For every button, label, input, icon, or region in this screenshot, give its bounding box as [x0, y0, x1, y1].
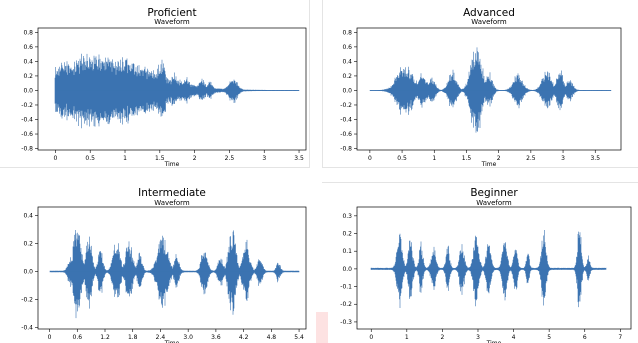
y-tick-label: -0.6 [21, 131, 33, 138]
panel-title: Proficient [147, 7, 196, 19]
chart-title: Waveform [154, 18, 190, 26]
panel-title: Intermediate [138, 187, 206, 199]
x-tick-label: 0 [53, 155, 57, 162]
x-tick-label: 1.2 [100, 334, 110, 341]
y-tick-label: -0.1 [340, 284, 352, 291]
x-tick-label: 0.5 [397, 155, 407, 162]
x-tick-label: 3 [476, 334, 480, 341]
y-tick-label: -0.2 [340, 102, 352, 109]
y-tick-label: 0.0 [342, 266, 352, 273]
plot-frame [37, 206, 307, 330]
x-tick-label: 1.8 [128, 334, 138, 341]
x-tick-label: 3.5 [294, 155, 304, 162]
plot-frame [356, 206, 632, 330]
x-tick-label: 3.0 [183, 334, 193, 341]
x-tick-label: 0.6 [73, 334, 83, 341]
y-tick-label: 0.2 [23, 240, 33, 247]
y-tick-label: 0.0 [23, 269, 33, 276]
x-tick-label: 4.8 [267, 334, 277, 341]
x-tick-label: 1 [123, 155, 127, 162]
y-tick-label: -0.8 [340, 146, 352, 153]
y-tick-label: -0.2 [21, 297, 33, 304]
x-tick-label: 3 [262, 155, 266, 162]
y-tick-label: 0.4 [342, 58, 352, 65]
panel-divider-vertical-top [309, 0, 310, 168]
x-tick-label: 3 [561, 155, 565, 162]
x-tick-label: 3.6 [211, 334, 221, 341]
panel-divider-horizontal-bottom-right [322, 182, 638, 183]
x-tick-label: 1 [405, 334, 409, 341]
x-tick-label: 3.5 [590, 155, 600, 162]
plot-frame [356, 27, 622, 151]
x-tick-label: 2.4 [156, 334, 166, 341]
y-tick-label: 0.2 [342, 73, 352, 80]
y-tick-label: -0.6 [340, 131, 352, 138]
y-tick-label: 0.3 [342, 213, 352, 220]
x-tick-label: 2 [193, 155, 197, 162]
y-tick-label: 0.0 [23, 87, 33, 94]
panel-divider-vertical-top-right [322, 0, 323, 168]
x-axis-label: Time [164, 340, 180, 343]
panel-title: Advanced [463, 7, 515, 19]
x-tick-label: 6 [583, 334, 587, 341]
y-tick-label: -0.8 [21, 146, 33, 153]
waveform-series [369, 47, 612, 133]
x-axis-label: Time [486, 340, 502, 343]
y-tick-label: 0.2 [23, 73, 33, 80]
panel-divider-horizontal-top-right [322, 167, 638, 168]
chart-title: Waveform [476, 199, 512, 207]
y-tick-label: 0.6 [23, 44, 33, 51]
waveform-series [49, 230, 300, 319]
y-tick-label: 0.4 [23, 58, 33, 65]
x-tick-label: 0 [48, 334, 52, 341]
plot-frame [37, 27, 307, 151]
y-tick-label: 0.8 [342, 29, 352, 36]
panel-divider-horizontal-top-left [0, 167, 310, 168]
x-tick-label: 1.5 [155, 155, 165, 162]
chart-title: Waveform [154, 199, 190, 207]
panel-title: Beginner [470, 187, 518, 199]
y-tick-label: -0.4 [21, 325, 33, 332]
x-tick-label: 2.5 [526, 155, 536, 162]
x-tick-label: 0 [368, 155, 372, 162]
y-tick-label: -0.3 [340, 319, 352, 326]
y-tick-label: 0.1 [342, 248, 352, 255]
x-tick-label: 1.5 [462, 155, 472, 162]
y-tick-label: -0.2 [340, 301, 352, 308]
decorative-pink-block [316, 312, 328, 343]
x-tick-label: 7 [618, 334, 622, 341]
x-tick-label: 2 [440, 334, 444, 341]
x-tick-label: 0 [369, 334, 373, 341]
y-tick-label: 0.2 [342, 231, 352, 238]
y-tick-label: 0.8 [23, 29, 33, 36]
x-tick-label: 5.4 [294, 334, 304, 341]
x-tick-label: 1 [432, 155, 436, 162]
x-tick-label: 2.5 [225, 155, 235, 162]
x-axis-label: Time [481, 161, 497, 168]
x-axis-label: Time [164, 161, 180, 168]
x-tick-label: 4 [512, 334, 516, 341]
waveform-series [54, 53, 300, 129]
y-tick-label: 0.4 [23, 212, 33, 219]
chart-title: Waveform [471, 18, 507, 26]
y-tick-label: 0.0 [342, 87, 352, 94]
x-tick-label: 5 [547, 334, 551, 341]
x-tick-label: 4.2 [239, 334, 249, 341]
y-tick-label: -0.2 [21, 102, 33, 109]
y-tick-label: -0.4 [21, 117, 33, 124]
x-tick-label: 2 [497, 155, 501, 162]
y-tick-label: -0.4 [340, 117, 352, 124]
y-tick-label: 0.6 [342, 44, 352, 51]
x-tick-label: 0.5 [85, 155, 95, 162]
